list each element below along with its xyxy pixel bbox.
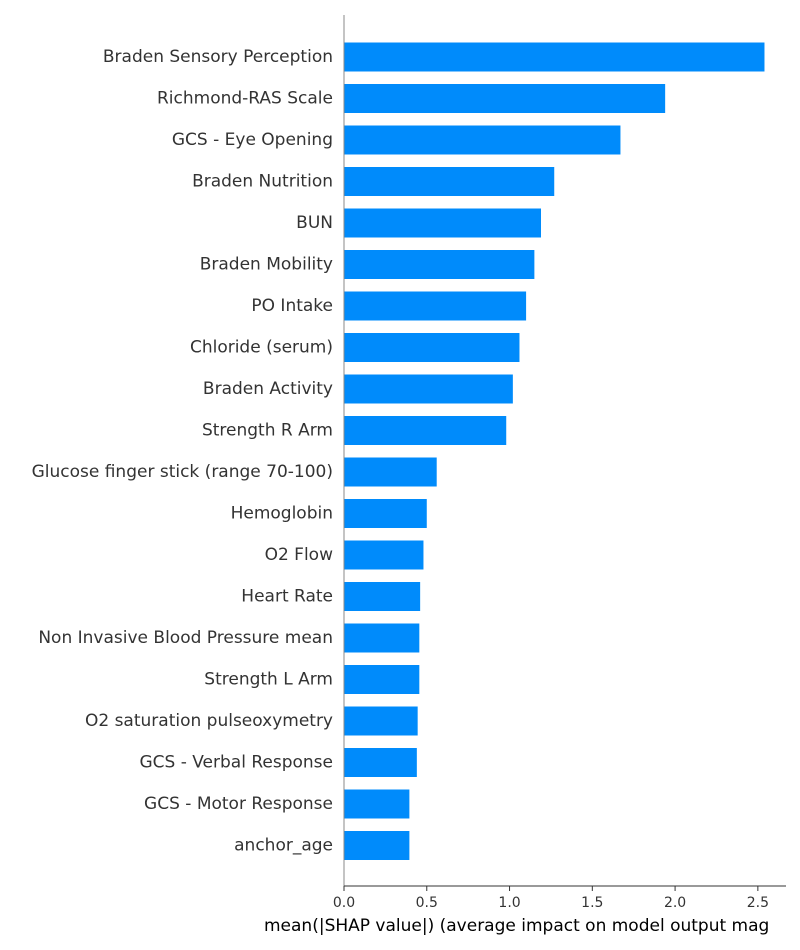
x-tick-label: 1.5 <box>581 895 603 911</box>
bar <box>344 125 621 155</box>
category-label: Heart Rate <box>241 587 333 607</box>
category-label: Chloride (serum) <box>190 338 333 358</box>
bar <box>344 416 507 445</box>
bar <box>344 208 541 238</box>
axes: 0.0 0.5 1.0 1.5 2.0 2.5 <box>333 15 786 911</box>
bar <box>344 582 421 611</box>
bar <box>344 499 427 528</box>
category-label: Braden Sensory Perception <box>103 47 333 67</box>
x-tick-label: 2.5 <box>747 895 769 911</box>
bar <box>344 333 520 362</box>
category-label: Non Invasive Blood Pressure mean <box>38 628 333 648</box>
category-label: O2 Flow <box>265 545 334 565</box>
bar <box>344 291 527 321</box>
category-label: Braden Mobility <box>200 255 333 275</box>
bar <box>344 748 417 777</box>
bar <box>344 167 555 196</box>
x-tick-label: 0.5 <box>416 895 438 911</box>
category-label: Richmond-RAS Scale <box>157 89 333 109</box>
category-label: Hemoglobin <box>231 504 333 524</box>
bar <box>344 623 420 653</box>
category-label: Braden Nutrition <box>192 172 333 192</box>
category-label: Glucose finger stick (range 70-100) <box>32 462 333 482</box>
category-labels: Braden Sensory Perception Richmond-RAS Sc… <box>32 47 334 856</box>
category-label: Strength L Arm <box>204 670 333 690</box>
category-label: PO Intake <box>251 296 333 316</box>
x-tick-label: 1.0 <box>498 895 520 911</box>
x-axis-label: mean(|SHAP value|) (average impact on mo… <box>264 916 769 936</box>
bars-layer <box>344 42 765 860</box>
bar <box>344 706 418 736</box>
x-tick-label: 2.0 <box>664 895 686 911</box>
category-label: GCS - Eye Opening <box>172 130 333 150</box>
bar <box>344 665 420 694</box>
category-label: O2 saturation pulseoxymetry <box>85 711 333 731</box>
bar <box>344 250 535 279</box>
bar <box>344 457 437 487</box>
category-label: GCS - Motor Response <box>144 794 333 814</box>
category-label: Braden Activity <box>203 379 333 399</box>
x-tick-label: 0.0 <box>333 895 355 911</box>
category-label: Strength R Arm <box>202 421 333 441</box>
bar <box>344 831 410 860</box>
bar <box>344 42 765 72</box>
category-label: GCS - Verbal Response <box>139 753 333 773</box>
category-label: BUN <box>296 213 333 233</box>
bar <box>344 374 513 404</box>
bar <box>344 84 666 113</box>
bar <box>344 789 410 819</box>
category-label: anchor_age <box>234 836 333 856</box>
bar <box>344 540 424 570</box>
